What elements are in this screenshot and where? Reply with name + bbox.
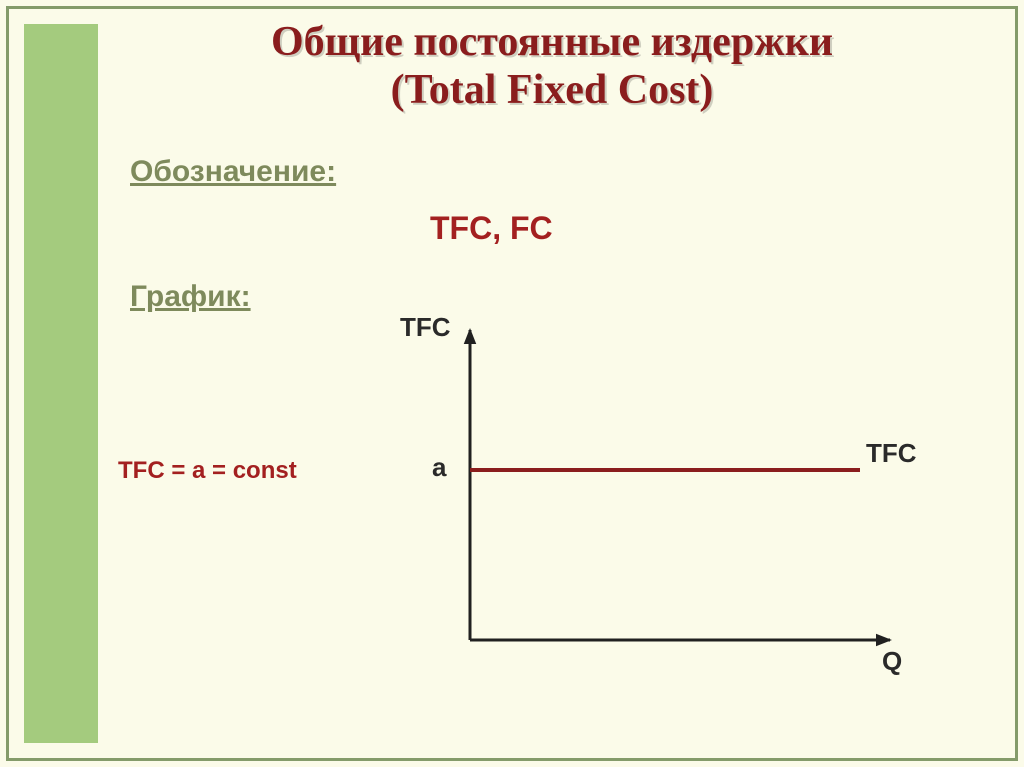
title-line1: Общие постоянные издержки: [271, 19, 833, 65]
slide-title: Общие постоянные издержки (Total Fixed C…: [120, 18, 984, 115]
graph-label: График:: [130, 280, 251, 314]
title-line2: (Total Fixed Cost): [391, 67, 714, 113]
symbols-text: TFC, FC: [430, 210, 553, 247]
formula-text: TFC = a = const: [118, 457, 297, 485]
tfc-chart: [440, 310, 900, 680]
notation-label: Обозначение:: [130, 155, 336, 189]
side-stripe: [24, 24, 98, 743]
